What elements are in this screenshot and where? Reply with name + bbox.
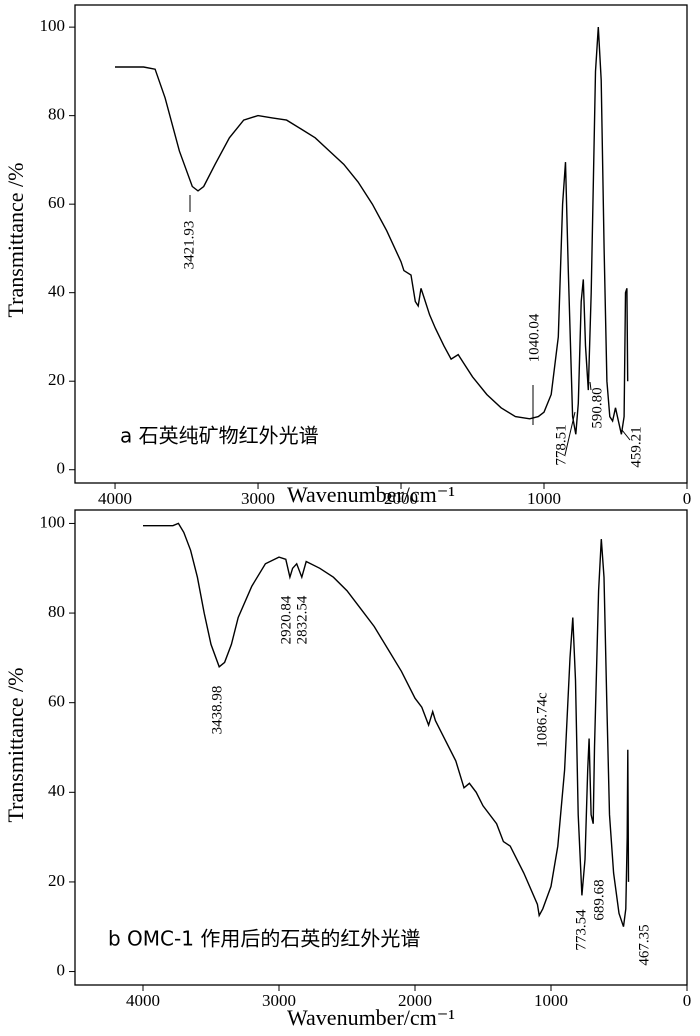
peak-label: 3438.98 [209, 686, 225, 735]
spectrum-line [115, 27, 629, 435]
y-tick-label: 60 [48, 692, 65, 711]
peak-label: 2832.54 [294, 595, 310, 644]
peak-label: 1040.04 [526, 313, 542, 362]
x-tick-label: 1000 [527, 489, 561, 508]
y-tick-label: 0 [57, 459, 66, 478]
y-tick-label: 100 [40, 512, 66, 531]
x-tick-label: 3000 [262, 991, 296, 1010]
y-tick-label: 80 [48, 105, 65, 124]
peak-label: 778.51 [553, 424, 569, 465]
leader-line [589, 381, 592, 391]
y-tick-label: 20 [48, 871, 65, 890]
y-tick-label: 20 [48, 370, 65, 389]
peak-label: 459.21 [628, 426, 644, 467]
y-tick-label: 40 [48, 282, 65, 301]
leader-line [564, 411, 576, 456]
peak-label: 2920.84 [278, 595, 294, 644]
peak-label: 1086.74c [534, 692, 550, 748]
y-axis-label: Transmittance /% [3, 163, 28, 318]
x-tick-label: 0 [683, 991, 692, 1010]
y-tick-label: 80 [48, 602, 65, 621]
spectrum-line [143, 522, 630, 927]
x-tick-label: 3000 [241, 489, 275, 508]
x-axis-label: Wavenumber/cm⁻¹ [287, 482, 455, 507]
leader-line [621, 429, 631, 441]
peak-label: 689.68 [591, 879, 607, 920]
caption: a 石英纯矿物红外光谱 [120, 424, 319, 448]
peak-label: 467.35 [636, 924, 652, 965]
y-tick-label: 60 [48, 193, 65, 212]
caption: b OMC-1 作用后的石英的红外光谱 [108, 927, 420, 951]
y-tick-label: 0 [57, 960, 66, 979]
peak-label: 590.80 [589, 387, 605, 428]
x-tick-label: 1000 [534, 991, 568, 1010]
plot-frame [74, 509, 688, 986]
x-tick-label: 2000 [384, 489, 418, 508]
y-tick-label: 40 [48, 781, 65, 800]
y-axis-label: Transmittance /% [3, 668, 28, 823]
peak-label: 773.54 [573, 909, 589, 951]
peak-label: 3421.93 [181, 221, 197, 270]
y-tick-label: 100 [40, 16, 66, 35]
x-axis-label: Wavenumber/cm⁻¹ [287, 1005, 455, 1030]
plot-frame [74, 4, 688, 484]
x-tick-label: 2000 [398, 991, 432, 1010]
x-tick-label: 4000 [126, 991, 160, 1010]
x-tick-label: 0 [683, 489, 692, 508]
x-tick-label: 4000 [98, 489, 132, 508]
